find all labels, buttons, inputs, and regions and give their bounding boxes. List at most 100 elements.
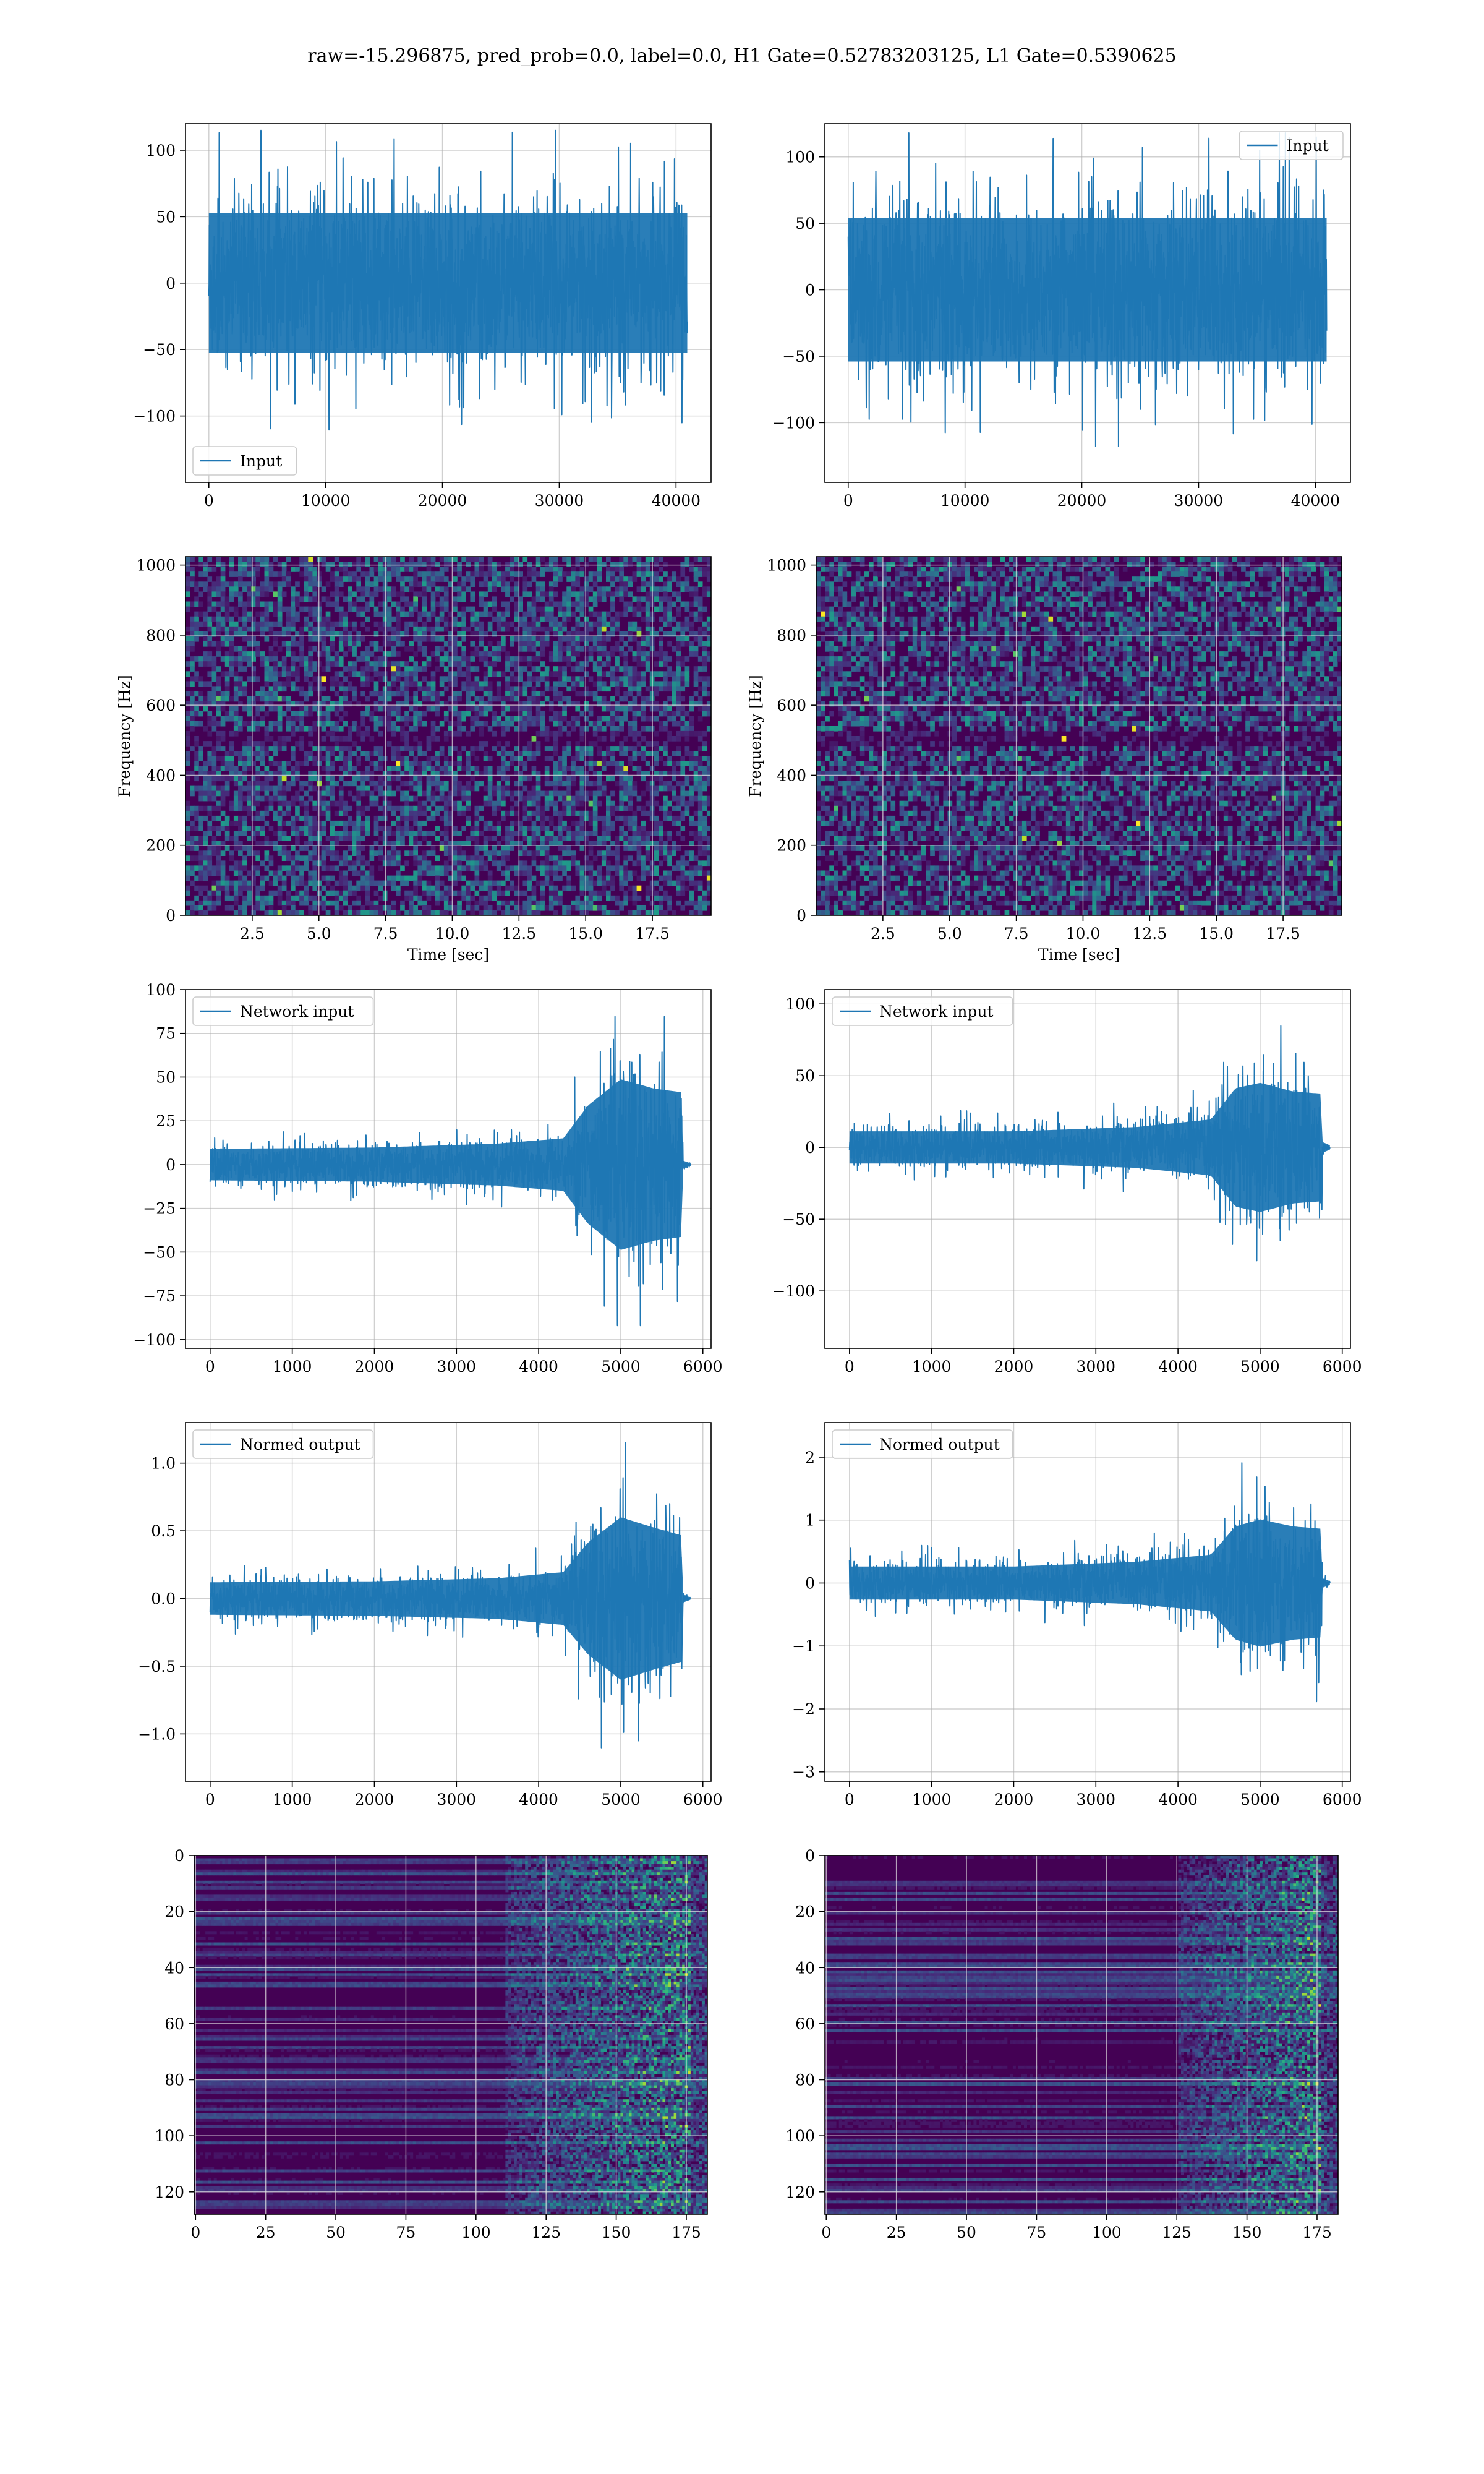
y-tick-label: 0	[805, 1574, 815, 1592]
plot-area	[825, 1856, 1338, 2214]
y-tick-label: −50	[143, 1243, 176, 1261]
y-tick-label: −50	[782, 348, 815, 366]
y-tick-label: 800	[777, 627, 806, 644]
chart-norm-l1: Normed output 0 1000 2000 3000 4000 5000 6000 −3…	[792, 1422, 1362, 1808]
x-tick-label: 10.0	[1066, 925, 1101, 943]
x-tick-label: 5000	[601, 1358, 641, 1376]
y-tick-label: 1.0	[151, 1455, 176, 1473]
legend: Normed output	[192, 1429, 374, 1459]
axes-frame	[816, 556, 1342, 916]
y-tick-label: 40	[164, 1959, 184, 1977]
x-tick-label: 50	[957, 2224, 976, 2241]
y-tick-label: 40	[795, 1959, 815, 1977]
x-tick-label: 12.5	[502, 925, 537, 943]
series-band	[210, 1517, 691, 1680]
x-tick-label: 4000	[519, 1791, 558, 1808]
x-tick-label: 3000	[437, 1358, 476, 1376]
x-tick-label: 75	[1027, 2224, 1047, 2241]
chart-raw-l1: Input 0 10000 20000 30000 40000 −100 −50 0 50 100	[772, 123, 1351, 510]
axes-frame	[824, 989, 1351, 1349]
y-tick-label: 1000	[136, 557, 176, 575]
y-tick-label: 0	[805, 1847, 815, 1865]
x-tick-label: 10.0	[435, 925, 470, 943]
x-tick-label: 20000	[418, 492, 467, 510]
axes-frame	[185, 1422, 712, 1782]
y-tick-label: 20	[164, 1903, 184, 1921]
legend-label: Normed output	[879, 1436, 1000, 1453]
series-band	[208, 213, 688, 353]
y-tick-label: 80	[795, 2071, 815, 2089]
x-tick-label: 0	[205, 1791, 215, 1808]
x-tick-label: 4000	[1158, 1791, 1198, 1808]
x-tick-label: 1000	[912, 1358, 952, 1376]
x-tick-label: 0	[205, 1358, 215, 1376]
y-tick-label: −3	[792, 1763, 815, 1781]
y-tick-label: 800	[146, 627, 176, 644]
y-tick-label: 0	[166, 907, 176, 925]
y-tick-label: 600	[146, 696, 176, 714]
x-tick-label: 175	[672, 2224, 701, 2241]
y-tick-label: −2	[792, 1700, 815, 1718]
x-tick-label: 1000	[273, 1358, 312, 1376]
x-tick-label: 0	[190, 2224, 200, 2241]
y-tick-label: 0	[166, 275, 176, 293]
y-tick-label: −100	[772, 414, 815, 432]
y-tick-label: −25	[143, 1200, 176, 1218]
x-tick-label: 2000	[355, 1791, 394, 1808]
y-tick-label: 120	[785, 2183, 815, 2201]
x-tick-label: 100	[461, 2224, 491, 2241]
x-axis-label: Time [sec]	[1038, 946, 1120, 964]
y-tick-label: 0	[805, 1139, 815, 1157]
chart-raw-h1: Input 0 10000 20000 30000 40000 −100 −50 0 50 100	[133, 123, 712, 510]
x-tick-label: 5000	[1240, 1358, 1280, 1376]
chart-spec-l1: 2.5 5.0 7.5 10.0 12.5 15.0 17.5 0 200 400 600 800 10…	[746, 556, 1342, 964]
x-tick-label: 1000	[273, 1791, 312, 1808]
x-tick-label: 3000	[1076, 1791, 1115, 1808]
y-tick-label: 25	[156, 1112, 176, 1130]
y-tick-label: 20	[795, 1903, 815, 1921]
y-tick-label: 0.5	[151, 1522, 176, 1540]
x-tick-label: 7.5	[1004, 925, 1029, 943]
y-tick-label: 1	[805, 1512, 815, 1530]
legend: Network input	[192, 996, 374, 1026]
plot-area	[194, 1856, 707, 2214]
plot-area	[825, 990, 1350, 1348]
y-tick-label: 0	[796, 907, 806, 925]
y-tick-label: 0	[174, 1847, 184, 1865]
y-tick-label: 50	[156, 1068, 176, 1086]
x-axis-label: Time [sec]	[407, 946, 489, 964]
x-tick-label: 2000	[994, 1791, 1034, 1808]
legend-label: Network input	[240, 1003, 354, 1021]
x-tick-label: 125	[1162, 2224, 1192, 2241]
x-tick-label: 0	[845, 1791, 855, 1808]
legend: Input	[1239, 131, 1344, 160]
y-tick-label: 0	[166, 1156, 176, 1174]
y-tick-label: 200	[777, 837, 806, 855]
x-tick-label: 0	[204, 492, 214, 510]
x-tick-label: 25	[256, 2224, 276, 2241]
x-tick-label: 15.0	[568, 925, 603, 943]
y-tick-label: 100	[155, 2127, 184, 2145]
y-tick-label: −50	[782, 1210, 815, 1228]
x-tick-label: 150	[602, 2224, 631, 2241]
x-tick-label: 6000	[1323, 1358, 1362, 1376]
x-tick-label: 10000	[301, 492, 351, 510]
y-tick-label: 2	[805, 1449, 815, 1466]
chart-feat-h1: 0 25 50 75 100 125 150 175 0 20 40 60 80 100 120	[155, 1847, 708, 2241]
x-tick-label: 0	[843, 492, 853, 510]
y-tick-label: −100	[133, 1331, 176, 1349]
plot-area	[186, 1423, 711, 1781]
y-tick-label: 120	[155, 2183, 184, 2201]
x-tick-label: 2000	[994, 1358, 1034, 1376]
x-tick-label: 30000	[535, 492, 584, 510]
y-tick-label: 100	[785, 995, 815, 1013]
y-tick-label: 60	[164, 2015, 184, 2033]
x-tick-label: 100	[1092, 2224, 1122, 2241]
y-tick-label: 100	[785, 2127, 815, 2145]
y-tick-label: 600	[777, 696, 806, 714]
x-tick-label: 12.5	[1133, 925, 1167, 943]
plot-area	[186, 990, 711, 1348]
x-tick-label: 50	[326, 2224, 346, 2241]
